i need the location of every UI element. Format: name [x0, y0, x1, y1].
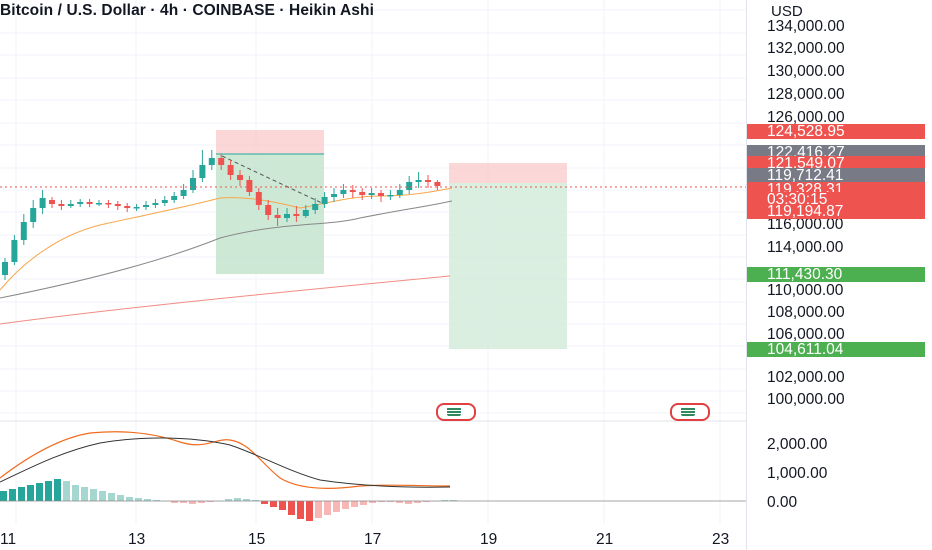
price-tag: 121,549.07 — [747, 156, 925, 171]
time-label: 17 — [364, 531, 382, 548]
ma-gray-line — [0, 200, 453, 299]
time-label: 23 — [712, 531, 730, 548]
price-tick: 106,000.00 — [767, 326, 845, 343]
chart-grid — [0, 0, 746, 525]
currency-label[interactable]: USD — [767, 3, 807, 20]
target-price-tag: 111,430.30 — [747, 267, 925, 282]
price-tick: 116,000.00 — [767, 216, 844, 233]
price-tick: 134,000.00 — [767, 18, 845, 35]
price-tag: 119,712.41 — [747, 168, 925, 183]
ma-red-line — [0, 275, 451, 325]
price-tick: 110,000.00 — [767, 282, 844, 299]
time-label: 11 — [0, 531, 17, 548]
price-tick: 126,000.00 — [767, 109, 845, 126]
stop-price-tag: 124,528.95 — [747, 124, 925, 139]
target-price-tag: 104,611.04 — [747, 342, 925, 357]
macd-tick: 1,000.00 — [767, 465, 828, 482]
price-tick: 114,000.00 — [767, 239, 844, 256]
time-label: 15 — [248, 531, 266, 548]
trend-line[interactable] — [221, 155, 325, 205]
time-label: 19 — [480, 531, 498, 548]
price-tick: 130,000.00 — [767, 63, 845, 80]
event-flag-icon[interactable] — [670, 403, 710, 421]
price-tag: 119,194.87 — [747, 204, 925, 219]
price-tick: 108,000.00 — [767, 304, 845, 321]
signal-line — [0, 437, 451, 488]
event-flag-icon[interactable] — [436, 403, 476, 421]
time-label: 21 — [596, 531, 614, 548]
price-tick: 100,000.00 — [767, 391, 845, 408]
macd-tick: 0.00 — [767, 494, 798, 511]
long-position-stop-zone[interactable] — [216, 130, 324, 154]
price-tick: 128,000.00 — [767, 86, 845, 103]
price-tick: 132,000.00 — [767, 40, 845, 57]
price-tick: 102,000.00 — [767, 369, 845, 386]
price-chart[interactable] — [0, 0, 746, 550]
macd-tick: 2,000.00 — [767, 436, 828, 453]
time-label: 13 — [128, 531, 146, 548]
macd-histogram — [0, 479, 457, 521]
candlesticks[interactable] — [2, 150, 441, 280]
chart-title: Bitcoin / U.S. Dollar · 4h · COINBASE · … — [0, 2, 374, 19]
bar-countdown: 03:30:15 — [747, 192, 925, 207]
short-position-stop-zone[interactable] — [449, 163, 567, 183]
macd-line — [0, 431, 451, 489]
short-position-target-zone[interactable] — [449, 183, 567, 349]
price-axis[interactable]: USD 134,000.00 132,000.00 130,000.00 128… — [746, 0, 932, 550]
